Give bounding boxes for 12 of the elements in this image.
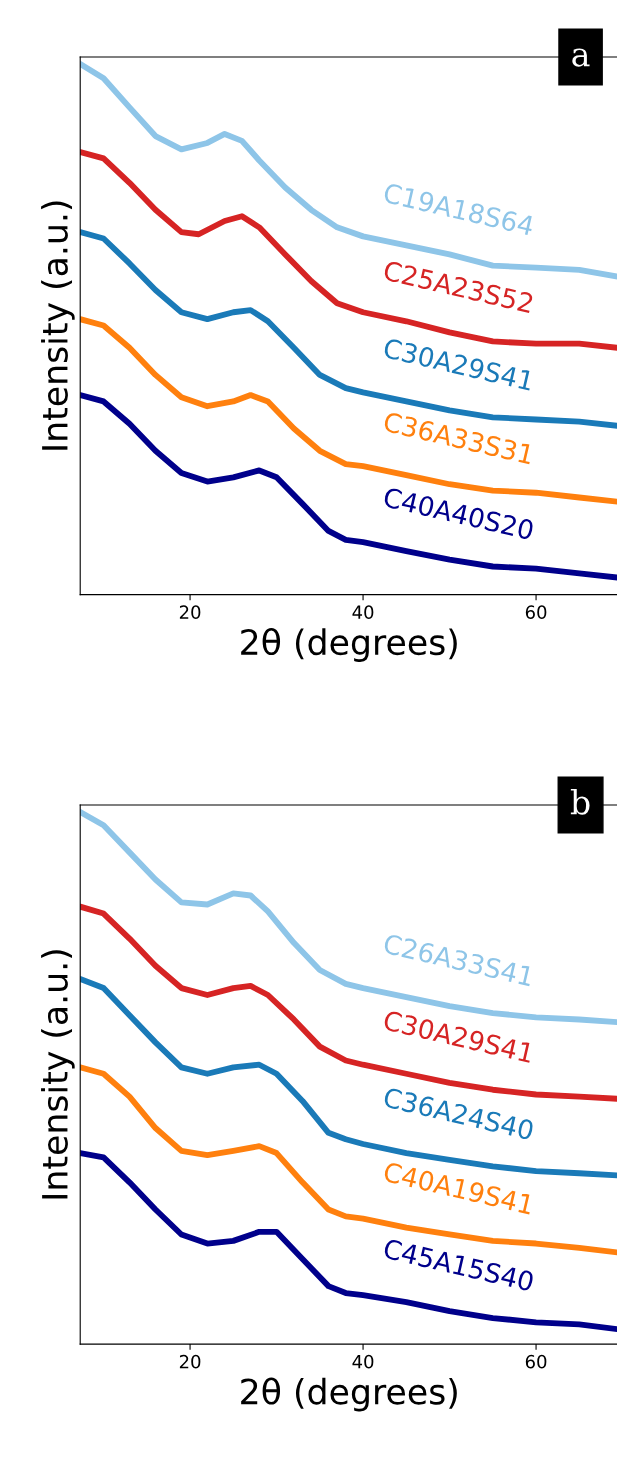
annotation: a [572,48,590,67]
x-tick-label: 40 [352,605,374,620]
x-tick-label: 20 [179,1354,201,1369]
y-axis-title: Intensity (a.u.) [41,201,75,450]
x-tick-label: 60 [525,1354,547,1369]
x-axis-title: 2θ (degrees) [241,628,457,662]
x-tick-label: 20 [179,605,201,620]
x-tick-label: 60 [525,605,547,620]
annotation: b [570,788,590,815]
x-axis-title: 2θ (degrees) [241,1377,457,1412]
y-axis-title: Intensity (a.u.) [41,950,75,1199]
x-tick-label: 40 [352,1354,374,1369]
